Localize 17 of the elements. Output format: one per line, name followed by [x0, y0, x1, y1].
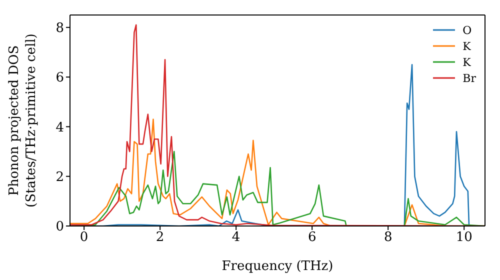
x-tick-label: 8 — [384, 230, 392, 246]
y-tick-label: 4 — [56, 120, 64, 136]
legend-label: K — [462, 56, 471, 68]
x-tick-label: 6 — [308, 230, 316, 246]
x-tick-label: 0 — [80, 230, 88, 246]
x-tick-label: 4 — [232, 230, 240, 246]
legend-label: Br — [462, 72, 476, 84]
x-tick-label: 2 — [156, 230, 164, 246]
y-axis-title: Phonon projected DOS (States/THz·primitive cell) — [7, 33, 39, 208]
y-tick-label: 8 — [56, 21, 64, 36]
x-tick-label: 10 — [456, 230, 472, 246]
legend-label: O — [462, 24, 472, 36]
y-tick-label: 2 — [56, 170, 64, 185]
x-axis-title: Frequency (THz) — [222, 259, 334, 274]
legend-label: K — [462, 40, 471, 52]
y-tick-label: 6 — [56, 70, 64, 86]
y-tick-label: 0 — [56, 220, 64, 235]
